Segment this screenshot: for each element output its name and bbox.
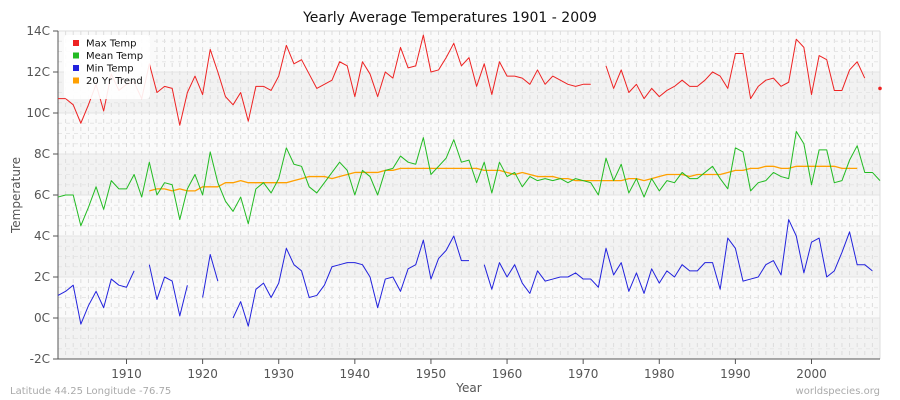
data-point (878, 86, 882, 91)
series-line-min-temp (202, 253, 219, 298)
y-tick-label: -2C (30, 352, 50, 366)
x-tick-label: 2000 (796, 367, 827, 381)
x-tick-label: 1930 (263, 367, 294, 381)
x-axis-label: Year (455, 381, 481, 395)
x-tick-label: 1940 (340, 367, 371, 381)
y-tick-label: 4C (34, 229, 50, 243)
grid-lines (58, 30, 881, 360)
y-tick-label: 14C (26, 24, 50, 38)
x-tick-label: 1970 (568, 367, 599, 381)
y-axis-label: Temperature (9, 157, 23, 234)
axes: -2C 0C 2C 4C 6C 8C 10C 12C 14C 1910 1920 1930 1940 19… (26, 24, 880, 381)
y-tick-label: 6C (34, 188, 50, 202)
x-tick-label: 1990 (720, 367, 751, 381)
x-tick-label: 1920 (187, 367, 218, 381)
legend-item-label: 20 Yr Trend (86, 76, 143, 87)
series-line-20-yr-trend (149, 165, 858, 192)
chart-title: Yearly Average Temperatures 1901 - 2009 (302, 10, 597, 26)
legend-swatch-icon (73, 77, 79, 84)
series-line-min-temp (483, 219, 873, 294)
x-tick-label: 1960 (492, 367, 523, 381)
y-tick-label: 10C (26, 106, 50, 120)
y-tick-label: 0C (34, 311, 50, 325)
y-tick-label: 12C (26, 65, 50, 79)
source-credit: worldspecies.org (796, 386, 880, 397)
series-line-mean-temp (57, 130, 881, 227)
coordinates-text: Latitude 44.25 Longitude -76.75 (10, 386, 171, 397)
legend-swatch-icon (73, 52, 79, 59)
x-tick-label: 1950 (416, 367, 447, 381)
x-tick-label: 1980 (644, 367, 675, 381)
legend-swatch-icon (73, 40, 79, 46)
series-line-min-temp (232, 235, 469, 327)
legend-item-label: Min Temp (86, 64, 134, 75)
y-tick-label: 8C (34, 147, 50, 161)
legend-swatch-icon (73, 65, 79, 71)
x-tick-label: 1910 (111, 367, 142, 381)
legend-item-label: Mean Temp (86, 51, 143, 62)
y-tick-label: 2C (34, 270, 50, 284)
series-line-min-temp (57, 270, 135, 325)
series-line-min-temp (148, 264, 188, 317)
legend-item-label: Max Temp (86, 39, 137, 50)
series-line-max-temp (605, 38, 866, 100)
